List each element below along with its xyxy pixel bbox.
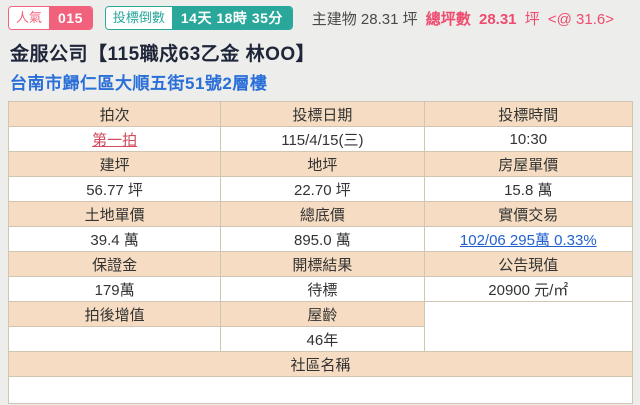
- bid-time-value: 10:30: [423, 126, 634, 152]
- bid-countdown-value: 14天 18時 35分: [171, 7, 292, 29]
- bid-date-value: 115/4/15(三): [220, 126, 425, 152]
- table-row: 拍後增值 屋齡: [7, 301, 634, 352]
- empty-cell: [423, 301, 634, 352]
- bid-time-header: 投標時間: [423, 101, 634, 127]
- auction-round-link[interactable]: 第一拍: [92, 131, 138, 149]
- total-area-unit: 坪: [524, 10, 540, 28]
- popularity-badge: 人氣 015: [8, 6, 93, 30]
- land-unit-price-header: 土地單價: [7, 201, 222, 227]
- total-area-label: 總坪數: [425, 10, 471, 28]
- house-age-header: 屋齡: [220, 301, 425, 327]
- bid-countdown-label: 投標倒數: [105, 7, 172, 29]
- house-unit-price-value: 15.8 萬: [423, 176, 634, 202]
- area-ratio: <@ 31.6>: [547, 10, 614, 28]
- floor-price-value: 895.0 萬: [220, 226, 425, 252]
- actual-price-link[interactable]: 102/06 295萬 0.33%: [459, 231, 597, 249]
- community-name-header: 社區名稱: [8, 351, 633, 377]
- bid-countdown-badge: 投標倒數 14天 18時 35分: [104, 6, 293, 30]
- building-area-header: 建坪: [7, 151, 222, 177]
- main-building-area: 主建物 28.31 坪: [311, 10, 418, 28]
- table-row: 社區名稱: [8, 351, 633, 377]
- building-area-summary: 主建物 28.31 坪 總坪數 28.31 坪 <@ 31.6>: [308, 8, 640, 29]
- floor-price-header: 總底價: [220, 201, 425, 227]
- table-row: 179萬 待標 20900 元/㎡: [7, 276, 634, 302]
- table-row: 第一拍 115/4/15(三) 10:30: [7, 126, 634, 152]
- bid-result-value: 待標: [220, 276, 425, 302]
- land-area-header: 地坪: [220, 151, 425, 177]
- table-row: [8, 376, 633, 404]
- topbar: 人氣 015 投標倒數 14天 18時 35分 主建物 28.31 坪 總坪數 …: [0, 0, 640, 30]
- table-row: 保證金 開標結果 公告現值: [7, 251, 634, 277]
- popularity-label: 人氣: [9, 7, 50, 29]
- table-row: 拍次 投標日期 投標時間: [7, 101, 634, 127]
- total-area-value: 28.31: [478, 10, 517, 28]
- deposit-header: 保證金: [7, 251, 222, 277]
- bid-date-header: 投標日期: [220, 101, 425, 127]
- actual-price-header: 實價交易: [423, 201, 634, 227]
- building-area-value: 56.77 坪: [7, 176, 222, 202]
- house-age-value: 46年: [220, 326, 425, 352]
- community-name-value: [8, 376, 633, 404]
- bid-result-header: 開標結果: [220, 251, 425, 277]
- land-unit-price-value: 39.4 萬: [7, 226, 222, 252]
- announced-value-header: 公告現值: [423, 251, 634, 277]
- announced-value-value: 20900 元/㎡: [423, 276, 634, 302]
- deposit-value: 179萬: [7, 276, 222, 302]
- table-row: 土地單價 總底價 實價交易: [7, 201, 634, 227]
- popularity-value: 015: [49, 7, 92, 29]
- post-auction-gain-header: 拍後增值: [7, 301, 222, 327]
- table-row: 建坪 地坪 房屋單價: [7, 151, 634, 177]
- property-address[interactable]: 台南市歸仁區大順五街51號2層樓: [10, 74, 268, 93]
- case-title: 金服公司【115職戍63乙金 林OO】: [10, 44, 316, 65]
- table-row: 39.4 萬 895.0 萬 102/06 295萬 0.33%: [7, 226, 634, 252]
- table-row: 56.77 坪 22.70 坪 15.8 萬: [7, 176, 634, 202]
- auction-round-header: 拍次: [7, 101, 222, 127]
- land-area-value: 22.70 坪: [220, 176, 425, 202]
- post-auction-gain-value: [7, 326, 222, 352]
- auction-info-table: 拍次 投標日期 投標時間 第一拍 115/4/15(三) 10:30 建坪 地坪…: [7, 101, 634, 404]
- house-unit-price-header: 房屋單價: [423, 151, 634, 177]
